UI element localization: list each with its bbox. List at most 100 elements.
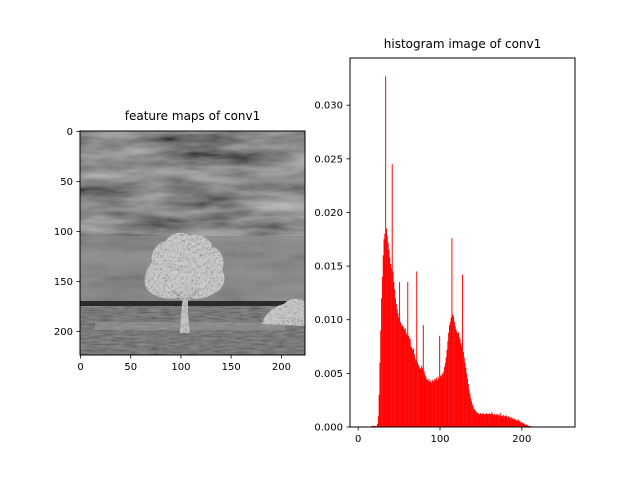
histogram-bar <box>395 303 397 427</box>
histogram-bar <box>388 250 390 427</box>
histogram-y-tick-label: 0.010 <box>314 315 343 326</box>
histogram-bar <box>525 424 527 427</box>
histogram-bar <box>420 369 422 427</box>
histogram-bar <box>470 398 472 427</box>
histogram-bar <box>390 263 392 427</box>
histogram-bar <box>434 378 436 427</box>
histogram-x-tick-label: 0 <box>355 434 361 445</box>
histogram-bar <box>449 321 451 427</box>
image-x-tick-label: 150 <box>222 362 241 373</box>
histogram-bar <box>377 423 378 427</box>
histogram-bar <box>378 394 380 427</box>
histogram-bar <box>437 376 439 427</box>
histogram-bar <box>438 378 440 427</box>
histogram-bar <box>408 335 410 427</box>
histogram-bar <box>518 420 520 427</box>
histogram-bar <box>430 380 432 428</box>
histogram-bar <box>406 334 408 427</box>
histogram-bar <box>499 413 501 427</box>
histogram-bar <box>516 420 518 427</box>
histogram-bar <box>392 271 394 427</box>
histogram-bar <box>521 422 522 427</box>
histogram-y-axis: 0.000 0.005 0.010 0.015 0.020 0.025 0.030 <box>314 101 350 434</box>
histogram-bar <box>431 383 432 427</box>
histogram-bar <box>482 413 484 427</box>
image-x-axis: 0 50 100 150 200 <box>77 355 291 373</box>
histogram-bar <box>421 365 423 427</box>
histogram-bar <box>471 401 473 427</box>
histogram-bar <box>441 373 443 427</box>
image-frame <box>79 130 306 356</box>
histogram-bar <box>501 415 503 427</box>
histogram-bar <box>491 411 493 427</box>
histogram-bar <box>382 255 384 427</box>
histogram-bar <box>464 362 466 427</box>
histogram-bar <box>514 419 516 427</box>
histogram-bar <box>445 357 447 427</box>
image-y-tick-label: 50 <box>60 177 73 188</box>
histogram-bar <box>398 317 400 427</box>
histogram-bar <box>459 339 461 427</box>
image-y-tick-label: 150 <box>54 277 73 288</box>
histogram-bar <box>394 289 396 427</box>
histogram-bar <box>471 404 473 427</box>
image-panel-title: feature maps of conv1 <box>125 109 261 123</box>
image-y-axis: 0 50 100 150 200 <box>54 127 80 338</box>
histogram-bar <box>487 414 489 427</box>
histogram-bar <box>467 384 469 427</box>
histogram-bar <box>410 346 412 427</box>
histogram-bar <box>444 362 446 427</box>
histogram-bar <box>454 326 456 427</box>
histogram-bar <box>436 380 438 428</box>
histogram-bar <box>458 332 459 427</box>
histogram-bar <box>435 377 437 427</box>
histogram-panel: histogram image of conv1 0 100 200 0.0000.… <box>314 37 576 445</box>
histogram-bar <box>485 413 487 427</box>
histogram-bar <box>507 417 509 427</box>
histogram-bar <box>497 414 499 427</box>
histogram-bar <box>429 381 431 427</box>
histogram-bar <box>371 425 373 427</box>
image-x-tick-label: 0 <box>77 362 83 373</box>
histogram-bar <box>472 406 474 427</box>
histogram-bar <box>433 380 435 428</box>
histogram-bar <box>486 414 488 427</box>
histogram-bar <box>460 343 462 427</box>
histogram-bar <box>494 414 495 427</box>
histogram-bar <box>519 421 521 427</box>
histogram-bar <box>376 425 378 427</box>
histogram-bar <box>455 329 457 427</box>
histogram-bar <box>480 414 482 427</box>
histogram-bar <box>483 414 485 427</box>
histogram-bar <box>493 415 495 427</box>
histogram-bar <box>453 321 455 427</box>
histogram-bar <box>477 413 479 427</box>
histogram-y-tick-label: 0.015 <box>314 262 343 273</box>
histogram-bar <box>391 164 393 427</box>
histogram-bar <box>474 409 476 427</box>
histogram-bar <box>520 421 522 427</box>
histogram-y-tick-label: 0.025 <box>314 154 343 165</box>
histogram-bar <box>381 276 383 427</box>
histogram-bar <box>525 424 527 427</box>
histogram-bar <box>527 425 529 427</box>
histogram-bar <box>506 416 508 427</box>
histogram-bar <box>381 298 383 427</box>
histogram-bar <box>439 335 441 427</box>
histogram-bar <box>512 418 513 427</box>
histogram-bar <box>428 378 430 427</box>
histogram-bar <box>426 379 428 427</box>
histogram-bar <box>442 374 444 427</box>
image-y-tick-label: 200 <box>54 327 73 338</box>
histogram-bar <box>435 379 437 427</box>
histogram-bar <box>528 425 530 427</box>
histogram-bar <box>407 282 409 427</box>
histogram-bar <box>512 419 514 427</box>
histogram-bar <box>484 414 486 427</box>
histogram-bar <box>377 416 379 427</box>
histogram-bar <box>458 336 460 427</box>
histogram-bar <box>473 408 475 427</box>
histogram-x-tick-label: 200 <box>512 434 531 445</box>
histogram-bar <box>401 326 403 427</box>
